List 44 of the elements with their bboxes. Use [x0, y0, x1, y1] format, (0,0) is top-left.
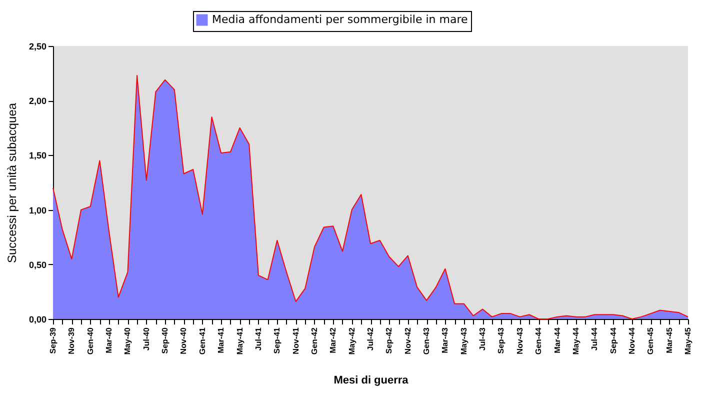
y-tick-label: 2,50 — [28, 42, 46, 52]
x-axis-title: Mesi di guerra — [334, 374, 410, 387]
x-tick-label: Gen-42 — [310, 326, 319, 355]
x-tick-label: Jul-42 — [366, 326, 375, 351]
y-tick-label: 1,00 — [28, 205, 46, 216]
x-tick-label: Gen-43 — [422, 326, 432, 355]
y-tick-label: 1,50 — [28, 150, 46, 161]
x-tick-label: Sep-42 — [384, 326, 394, 354]
x-tick-label: May-45 — [684, 326, 692, 355]
x-tick-label: Mar-42 — [328, 326, 338, 354]
x-tick-label: Mar-44 — [552, 326, 562, 354]
x-tick-label: Nov-44 — [627, 326, 636, 354]
x-tick-label: Jul-43 — [478, 326, 488, 351]
y-tick-label: 2,00 — [28, 96, 46, 106]
x-tick-label: Gen-40 — [86, 326, 95, 355]
y-tick-label: 0,00 — [28, 314, 46, 324]
x-tick-label: Mar-43 — [440, 326, 450, 354]
x-tick-label: Nov-39 — [67, 326, 76, 354]
x-tick-label: May-40 — [123, 326, 132, 355]
x-tick-label: Jul-41 — [254, 326, 263, 351]
y-axis-title: Successi per unità subacquea — [4, 102, 19, 264]
x-tick-label: May-41 — [235, 326, 244, 355]
x-tick-label: Gen-41 — [198, 326, 207, 355]
x-tick-label: Nov-43 — [515, 326, 524, 354]
x-tick-label: Jul-44 — [590, 326, 600, 351]
x-tick-label: Sep-40 — [160, 326, 170, 354]
x-tick-label: Gen-44 — [534, 326, 544, 355]
x-tick-label: Sep-43 — [496, 326, 506, 354]
x-tick-label: Mar-45 — [664, 326, 674, 354]
x-tick-label: Sep-44 — [608, 326, 618, 354]
x-tick-label: Mar-41 — [216, 326, 226, 354]
x-tick-label: Mar-40 — [104, 326, 114, 354]
x-tick-label: May-42 — [347, 326, 356, 355]
x-tick-label: Nov-40 — [179, 326, 188, 354]
x-tick-label: Nov-42 — [403, 326, 412, 354]
x-tick-label: Jul-40 — [142, 326, 151, 351]
x-tick-label: Gen-45 — [646, 326, 656, 355]
legend-label: Media affondamenti per sommergibile in mare — [212, 13, 468, 26]
x-tick-label: Sep-41 — [272, 326, 282, 354]
x-tick-label: Sep-39 — [48, 326, 58, 354]
x-tick-label: May-44 — [571, 326, 580, 355]
x-tick-label: May-43 — [459, 326, 468, 355]
x-tick-label: Nov-41 — [291, 326, 300, 354]
y-tick-label: 0,50 — [28, 260, 46, 270]
